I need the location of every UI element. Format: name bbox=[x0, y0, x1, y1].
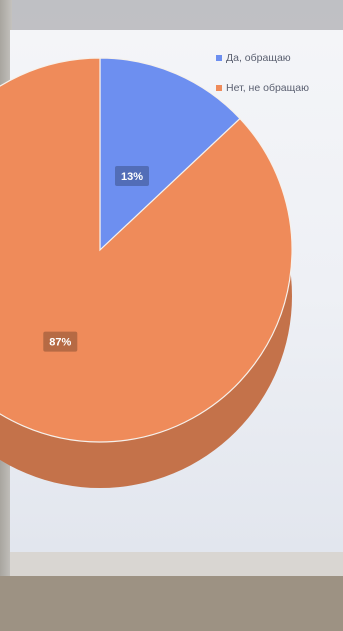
screen-bezel bbox=[10, 552, 343, 576]
legend-item-no: Нет, не обращаю bbox=[216, 80, 341, 96]
data-label-1: 87% bbox=[49, 337, 71, 349]
pie-slice-0 bbox=[99, 57, 241, 252]
wall bbox=[0, 576, 343, 631]
data-label-0: 13% bbox=[121, 171, 143, 183]
legend-swatch-yes bbox=[216, 55, 222, 61]
legend-label-no: Нет, не обращаю bbox=[226, 82, 309, 94]
legend-swatch-no bbox=[216, 85, 222, 91]
chart-legend: Да, обращаю Нет, не обращаю bbox=[216, 50, 341, 110]
data-label-bg-0 bbox=[115, 166, 149, 186]
data-label-bg-1 bbox=[43, 331, 78, 352]
legend-item-yes: Да, обращаю bbox=[216, 50, 341, 66]
legend-label-yes: Да, обращаю bbox=[226, 52, 291, 64]
